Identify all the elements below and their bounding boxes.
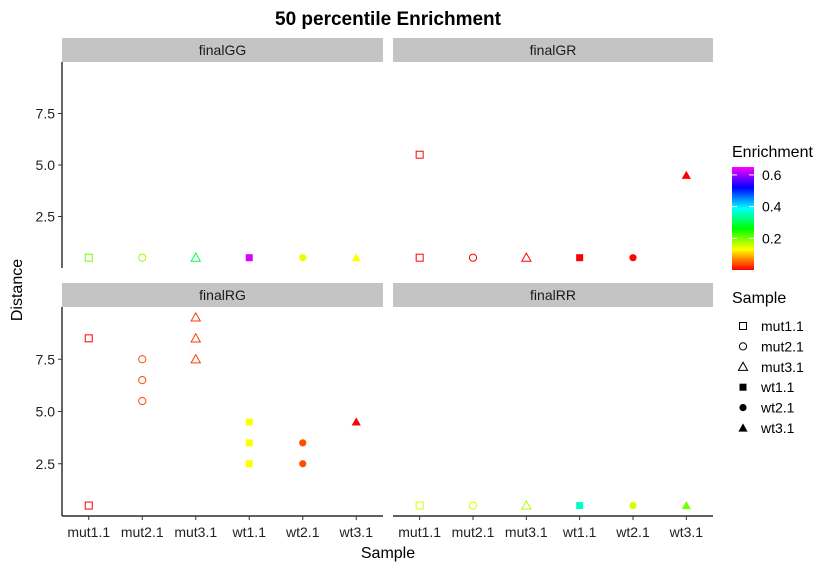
data-point: [138, 396, 147, 406]
x-tick-label: wt1.1: [562, 524, 597, 540]
data-point: [138, 376, 147, 385]
legend-key: [738, 342, 748, 351]
facet-strip: [62, 38, 383, 62]
legend-label: mut3.1: [761, 359, 804, 375]
x-tick-label: wt1.1: [232, 524, 267, 540]
data-point: [520, 252, 532, 262]
enrichment-colorbar: [732, 167, 754, 270]
x-tick-label: wt3.1: [669, 524, 704, 540]
data-point: [84, 253, 93, 262]
legend-label: wt2.1: [760, 400, 795, 416]
data-point: [190, 353, 202, 364]
facet-finalRG: finalRG 2.5 5.0 7.5 mut1.1 mut2.1 mut3.1 wt1.1 w…: [36, 283, 383, 540]
y-tick-label: 7.5: [36, 106, 56, 122]
legend-key: [739, 404, 747, 412]
data-point: [190, 311, 202, 322]
data-point: [245, 418, 253, 426]
legend: Enrichment 0.2 0.4 0.6 Sample mut1.1 mut2.1…: [732, 144, 813, 436]
data-point: [415, 501, 424, 510]
legend-item-wt3.1: wt3.1: [738, 420, 795, 436]
data-point: [245, 439, 253, 447]
legend-label: wt3.1: [760, 420, 795, 436]
data-point: [84, 501, 93, 510]
y-tick-label: 2.5: [36, 456, 56, 472]
facet-finalGR: finalGR: [393, 38, 713, 262]
legend-label: mut2.1: [761, 338, 804, 354]
y-axis-title: Distance: [9, 259, 26, 321]
data-point: [299, 254, 307, 262]
data-point: [138, 355, 147, 364]
facet-strip: [393, 38, 713, 62]
data-point: [84, 334, 93, 343]
x-axis-title: Sample: [361, 545, 415, 562]
colorbar-tick-label: 0.6: [762, 167, 782, 183]
shape-legend-items: mut1.1 mut2.1 mut3.1 wt1.1 wt2.1 wt3.1: [737, 318, 804, 436]
facet-strip: [393, 283, 713, 307]
legend-label: wt1.1: [760, 379, 795, 395]
data-point: [415, 150, 424, 159]
data-point: [576, 254, 584, 262]
x-tick-label: mut3.1: [174, 524, 217, 540]
facet-strip-label: finalRR: [530, 287, 576, 303]
data-point: [190, 252, 202, 262]
data-point: [520, 499, 532, 510]
x-tick-label: mut3.1: [505, 524, 548, 540]
data-point: [468, 501, 478, 510]
data-point: [681, 500, 691, 510]
facet-panels: finalGG 2.5 5.0 7.5 finalGR finalRG 2.5 5.0 7.5 m…: [36, 38, 713, 540]
legend-key: [737, 361, 749, 371]
shape-legend-title: Sample: [732, 290, 786, 307]
facet-strip-label: finalGG: [199, 42, 246, 58]
x-tick-label: mut1.1: [398, 524, 441, 540]
y-tick-label: 5.0: [36, 404, 56, 420]
x-tick-label: wt3.1: [339, 524, 374, 540]
colorbar-ticks: 0.2 0.4 0.6: [732, 167, 782, 246]
data-point: [245, 254, 253, 262]
legend-item-wt2.1: wt2.1: [739, 400, 795, 416]
y-tick-label: 5.0: [36, 157, 56, 173]
chart-title: 50 percentile Enrichment: [275, 9, 502, 30]
legend-item-wt1.1: wt1.1: [739, 379, 795, 395]
facet-strip-label: finalGR: [530, 42, 577, 58]
data-point: [351, 253, 361, 262]
data-point: [245, 460, 253, 468]
data-point: [299, 460, 307, 468]
legend-key: [738, 423, 748, 432]
legend-key: [739, 322, 747, 330]
x-tick-label: mut2.1: [121, 524, 164, 540]
legend-key: [739, 383, 747, 391]
x-tick-label: wt2.1: [615, 524, 650, 540]
data-point: [299, 439, 307, 447]
legend-item-mut1.1: mut1.1: [739, 318, 804, 334]
data-point: [415, 253, 424, 262]
data-point: [138, 253, 147, 262]
data-point: [629, 501, 637, 510]
colorbar-tick-label: 0.2: [762, 230, 782, 246]
data-point: [190, 332, 202, 343]
facet-finalGG: finalGG 2.5 5.0 7.5: [36, 38, 383, 268]
data-point: [681, 170, 691, 179]
facet-strip-label: finalRG: [199, 287, 246, 303]
legend-item-mut3.1: mut3.1: [737, 359, 804, 375]
facet-finalRR: finalRR mut1.1 mut2.1 mut3.1 wt1.1 wt2.1 wt3.1: [393, 283, 713, 540]
facet-strip: [62, 283, 383, 307]
x-tick-label: mut1.1: [67, 524, 110, 540]
data-point: [576, 502, 584, 510]
y-tick-label: 7.5: [36, 351, 56, 367]
x-tick-label: mut2.1: [452, 524, 495, 540]
legend-label: mut1.1: [761, 318, 804, 334]
data-point: [629, 254, 637, 262]
data-point: [468, 253, 478, 262]
y-tick-label: 2.5: [36, 209, 56, 225]
legend-item-mut2.1: mut2.1: [738, 338, 804, 354]
colorbar-tick-label: 0.4: [762, 199, 782, 215]
x-tick-label: wt2.1: [285, 524, 320, 540]
color-legend-title: Enrichment: [732, 144, 813, 161]
data-point: [351, 417, 361, 426]
